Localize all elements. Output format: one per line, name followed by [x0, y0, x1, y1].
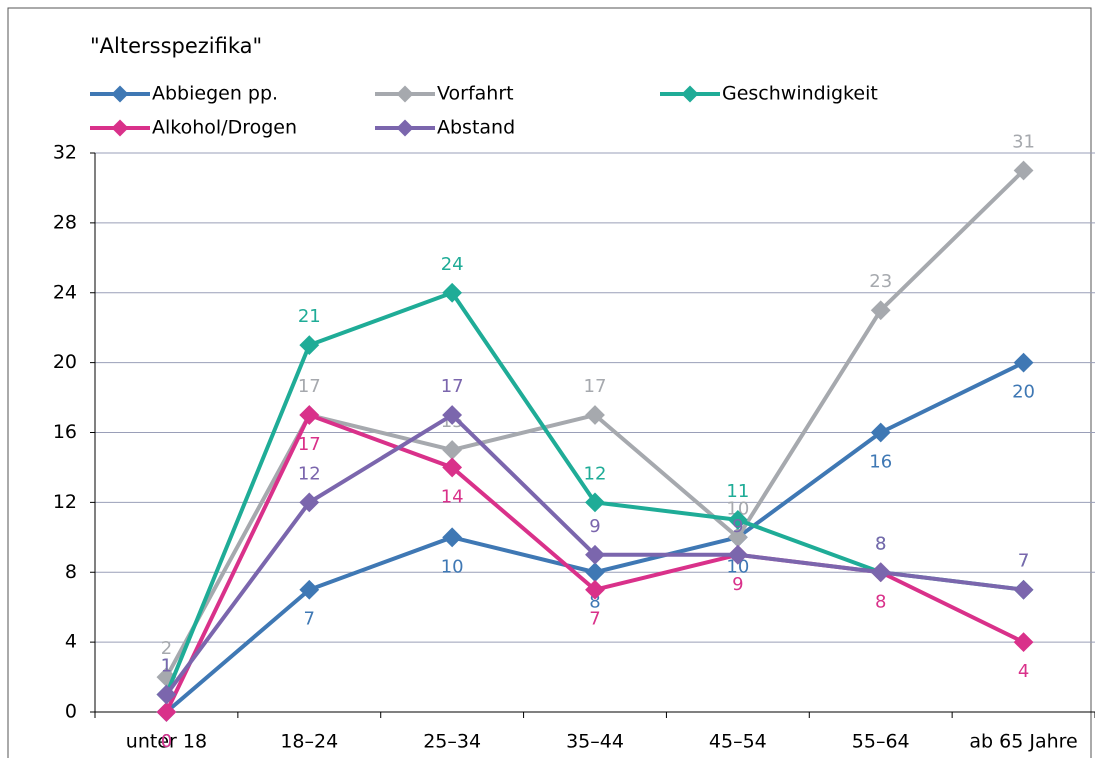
chart-border — [7, 7, 1092, 762]
legend-label: Abbiegen pp. — [152, 83, 278, 105]
data-label: 7 — [304, 609, 315, 630]
data-label: 16 — [869, 452, 892, 473]
x-tick-label: 55–64 — [852, 731, 910, 753]
chart-title: "Altersspezifika" — [90, 34, 262, 58]
data-label: 7 — [589, 609, 600, 630]
data-point — [299, 579, 320, 600]
data-label: 11 — [726, 481, 749, 502]
y-tick-label: 4 — [65, 631, 77, 653]
y-tick-label: 8 — [65, 561, 77, 583]
y-tick-label: 32 — [53, 142, 77, 164]
data-label: 9 — [589, 516, 600, 537]
data-label: 1 — [161, 656, 172, 677]
data-label: 8 — [589, 591, 600, 612]
y-tick-label: 16 — [53, 421, 77, 443]
data-label: 1 — [161, 656, 172, 677]
data-label: 31 — [1012, 131, 1035, 152]
data-point — [1013, 632, 1034, 653]
legend-marker — [396, 119, 414, 137]
data-label: 10 — [726, 498, 749, 519]
data-point — [299, 335, 320, 356]
data-point — [1013, 579, 1034, 600]
data-point — [442, 282, 463, 303]
y-tick-label: 20 — [53, 351, 77, 373]
data-point — [727, 527, 748, 548]
y-tick-label: 0 — [65, 701, 77, 723]
data-point — [1013, 352, 1034, 373]
legend-label: Abstand — [437, 117, 515, 139]
data-label: 20 — [1012, 382, 1035, 403]
x-tick-label: 25–34 — [423, 731, 481, 753]
data-label: 2 — [161, 638, 172, 659]
data-label: 9 — [732, 516, 743, 537]
data-label: 12 — [298, 463, 321, 484]
data-label: 0 — [161, 731, 172, 752]
y-tick-label: 12 — [53, 491, 77, 513]
data-label: 12 — [584, 463, 607, 484]
data-label: 7 — [1018, 551, 1029, 572]
y-tick-label: 28 — [53, 211, 77, 233]
data-label: 21 — [298, 306, 321, 327]
x-tick-label: ab 65 Jahre — [969, 731, 1077, 753]
data-label: 17 — [584, 376, 607, 397]
data-label: 10 — [726, 556, 749, 577]
y-tick-label: 24 — [53, 281, 77, 303]
legend-label: Vorfahrt — [437, 83, 514, 105]
data-label: 0 — [161, 731, 172, 752]
data-point — [870, 562, 891, 583]
data-point — [870, 300, 891, 321]
data-point — [727, 509, 748, 530]
data-label: 17 — [441, 376, 464, 397]
legend-marker — [396, 85, 414, 103]
data-point — [442, 457, 463, 478]
x-tick-label: 35–44 — [566, 731, 624, 753]
data-label: 10 — [441, 556, 464, 577]
data-label: 23 — [869, 271, 892, 292]
legend-marker — [111, 85, 129, 103]
data-label: 7 — [1018, 551, 1029, 572]
data-label: 17 — [298, 434, 321, 455]
data-point — [585, 579, 605, 600]
legend-marker — [681, 85, 699, 103]
data-label: 4 — [1018, 661, 1029, 682]
data-point — [299, 492, 320, 513]
data-point — [442, 405, 463, 425]
data-point — [585, 562, 605, 583]
data-point — [442, 440, 463, 460]
data-label: 8 — [875, 533, 886, 554]
data-label: 9 — [732, 574, 743, 595]
x-tick-label: unter 18 — [126, 731, 207, 753]
data-point — [870, 422, 891, 443]
x-tick-label: 45–54 — [709, 731, 767, 753]
data-point — [299, 405, 320, 425]
x-tick-label: 18–24 — [280, 731, 338, 753]
data-label: 8 — [875, 533, 886, 554]
data-point — [585, 544, 605, 565]
data-label: 17 — [298, 376, 321, 397]
data-label: 8 — [875, 591, 886, 612]
legend-label: Geschwindigkeit — [722, 83, 878, 105]
data-point — [727, 544, 748, 565]
data-label: 24 — [441, 254, 464, 275]
data-point — [585, 405, 605, 425]
data-point — [585, 492, 605, 513]
data-point — [442, 527, 463, 548]
legend-marker — [111, 119, 129, 137]
legend-label: Alkohol/Drogen — [152, 117, 297, 139]
data-label: 14 — [441, 486, 464, 507]
